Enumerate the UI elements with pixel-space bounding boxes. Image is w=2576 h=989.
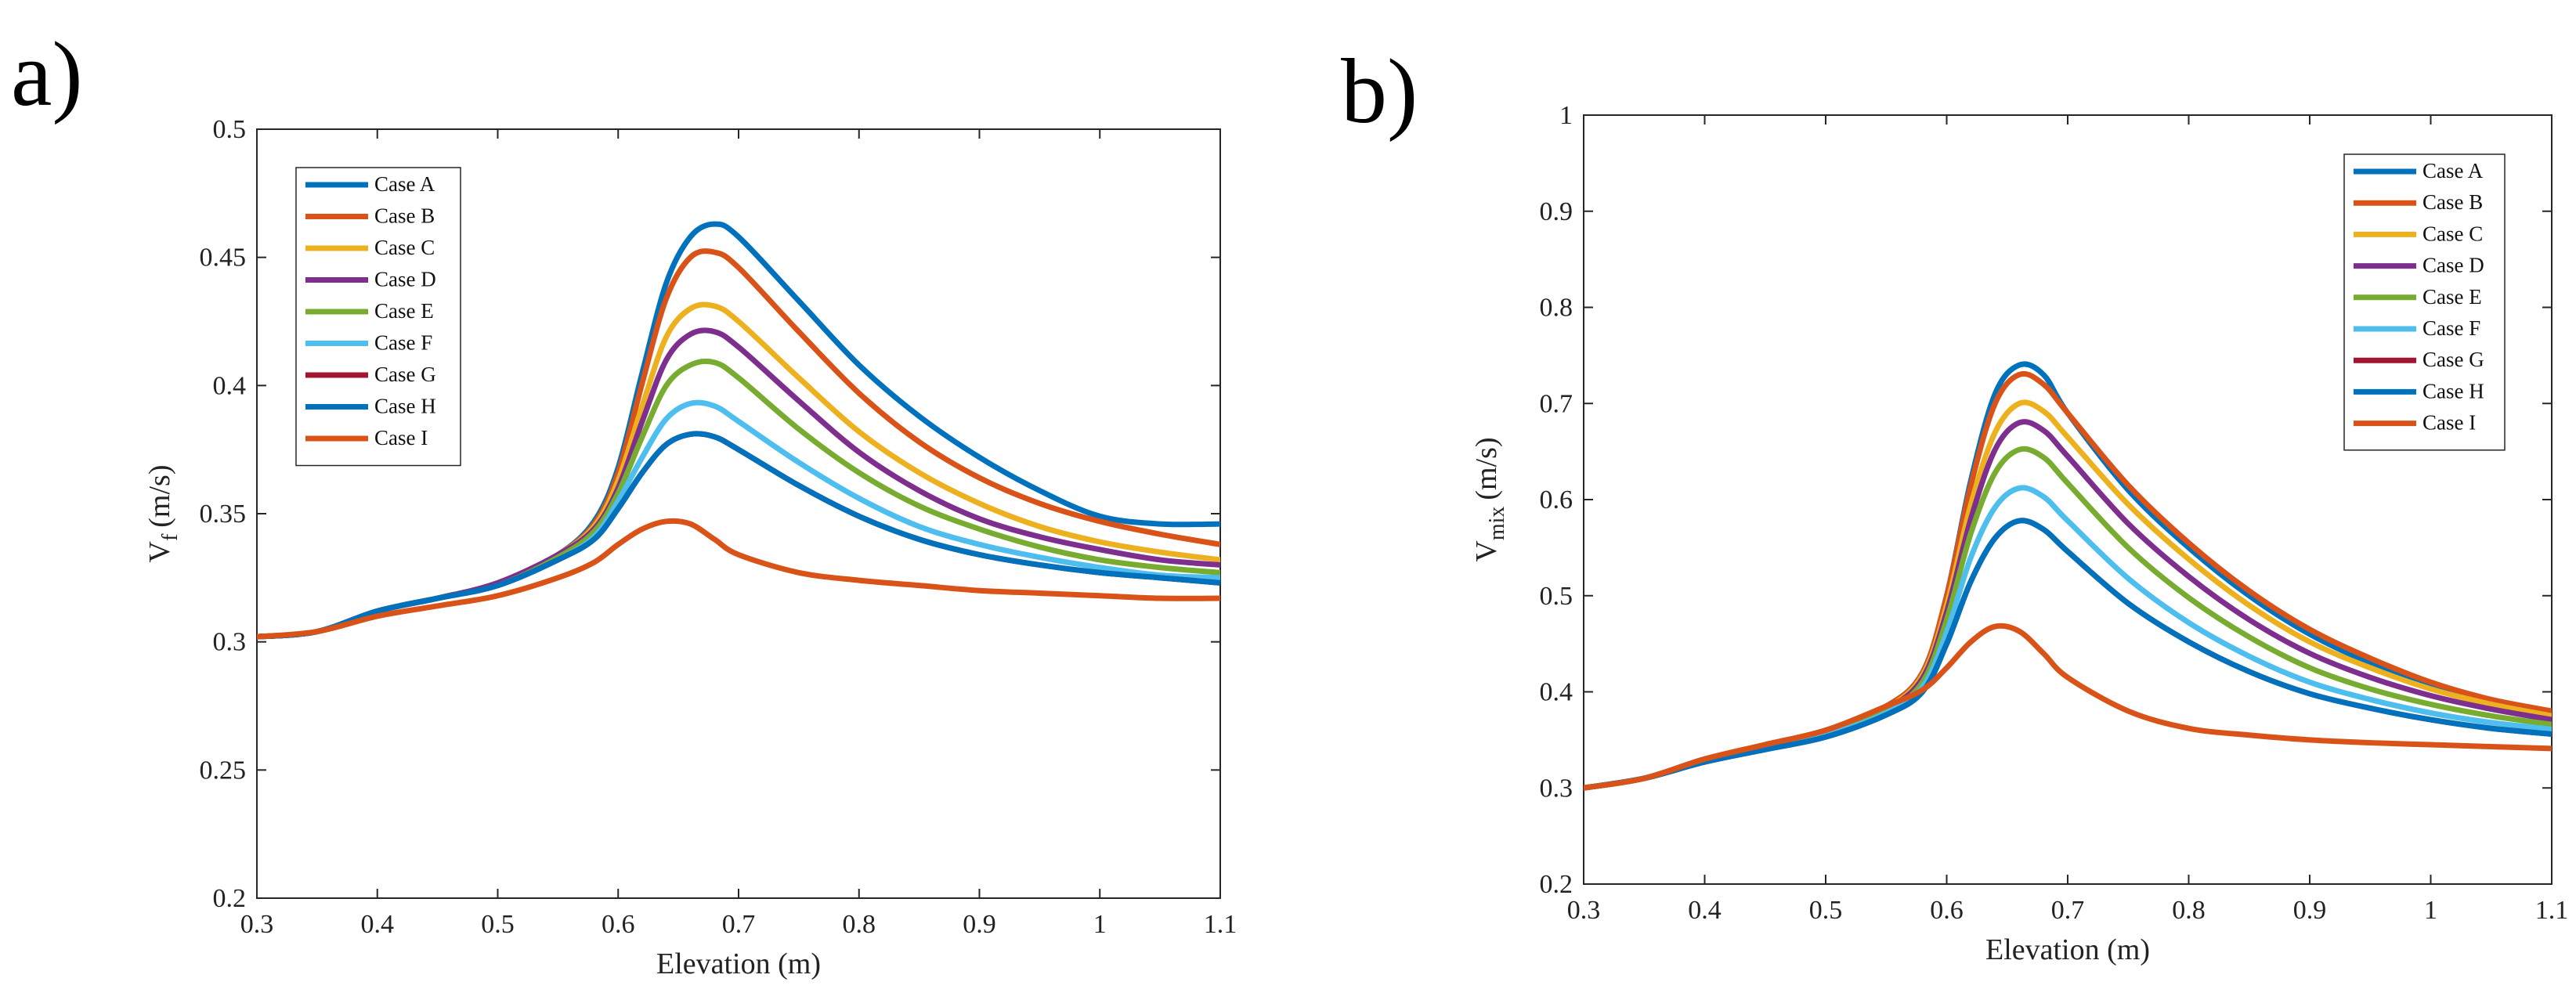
y-tick-label: 0.8 <box>1540 294 1573 323</box>
x-tick-label: 0.9 <box>2293 896 2327 925</box>
series-lines <box>257 221 1220 640</box>
y-tick-label: 0.5 <box>213 115 247 144</box>
x-tick-label: 0.6 <box>1930 896 1964 925</box>
legend-entry: Case A <box>374 172 435 196</box>
legend-entry: Case B <box>2422 190 2483 214</box>
series-line-case-h <box>1584 518 2552 791</box>
series-line-case-h <box>257 431 1220 640</box>
x-tick-label: 0.6 <box>602 910 635 939</box>
legend-entry: Case I <box>2422 411 2476 435</box>
y-axis-title: Vf (m/s) <box>143 465 182 563</box>
y-tick-label: 0.4 <box>1540 678 1573 707</box>
legend: Case A Case B Case C Case D Case E Case F Case… <box>2343 153 2506 451</box>
y-tick-label: 0.25 <box>200 756 247 785</box>
legend-entry: Case C <box>374 236 435 259</box>
x-tick-label: 0.8 <box>2172 896 2206 925</box>
y-tick-label: 0.45 <box>200 244 247 273</box>
y-axis-title-sub: mix <box>1485 507 1509 541</box>
x-tick-label: 0.7 <box>2051 896 2085 925</box>
chart-b: 0.3 0.4 0.5 0.6 0.7 0.8 0.9 1 1.10.20.30.40.50.6… <box>1470 101 2568 966</box>
legend-entry: Case B <box>374 204 435 228</box>
legend-entry: Case C <box>2422 222 2483 245</box>
legend-entry: Case A <box>2422 159 2484 182</box>
x-tick-label: 0.8 <box>843 910 876 939</box>
y-axis-title-sub: f <box>158 533 182 541</box>
y-tick-label: 0.4 <box>213 371 247 400</box>
x-tick-label: 0.3 <box>1567 896 1601 925</box>
legend-entry: Case G <box>2422 348 2484 371</box>
y-tick-label: 0.5 <box>1540 582 1573 611</box>
legend-entry: Case D <box>2422 254 2484 277</box>
legend-entry: Case H <box>2422 379 2484 402</box>
legend-entry: Case D <box>374 268 436 291</box>
x-tick-label: 1.1 <box>2535 896 2569 925</box>
x-tick-label: 1.1 <box>1204 910 1237 939</box>
legend-entry: Case E <box>2422 285 2482 309</box>
y-tick-label: 0.7 <box>1540 389 1573 418</box>
x-tick-label: 0.7 <box>722 910 756 939</box>
x-axis-title: Elevation (m) <box>1985 933 2150 966</box>
x-axis-title: Elevation (m) <box>656 947 821 980</box>
series-lines <box>1584 361 2552 791</box>
legend-entry: Case F <box>2422 316 2480 340</box>
x-tick-label: 0.3 <box>240 910 274 939</box>
y-axis-title-main: V <box>143 541 176 563</box>
legend-entry: Case I <box>374 426 428 449</box>
y-tick-label: 0.9 <box>1540 197 1573 226</box>
series-line-case-i <box>257 518 1220 640</box>
y-tick-label: 0.6 <box>1540 485 1573 514</box>
legend-entry: Case G <box>374 363 436 386</box>
y-axis-title-unit: (m/s) <box>1470 437 1503 500</box>
x-tick-label: 1 <box>2424 896 2437 925</box>
y-axis-title-main: V <box>1470 540 1503 562</box>
legend-entry: Case F <box>374 331 432 355</box>
x-tick-label: 0.9 <box>963 910 996 939</box>
y-axis-title: Vmix (m/s) <box>1470 437 1509 561</box>
panel-label-b: b) <box>1341 40 1418 143</box>
x-tick-label: 0.5 <box>481 910 515 939</box>
series-line-case-i <box>1584 623 2552 791</box>
y-tick-label: 0.3 <box>213 628 247 657</box>
y-tick-label: 0.35 <box>200 500 247 529</box>
panel-label-a: a) <box>11 23 83 125</box>
legend: Case A Case B Case C Case D Case E Case F Case… <box>295 167 461 467</box>
x-tick-label: 1 <box>1093 910 1107 939</box>
y-axis-title-unit: (m/s) <box>143 465 176 528</box>
y-tick-label: 0.3 <box>1540 774 1573 803</box>
y-tick-label: 0.2 <box>1540 870 1573 899</box>
x-tick-label: 0.5 <box>1809 896 1843 925</box>
x-tick-label: 0.4 <box>1688 896 1722 925</box>
chart-a: 0.3 0.4 0.5 0.6 0.7 0.8 0.9 1 1.1 0.2 0.25 0.3 0.35 0… <box>143 115 1237 980</box>
legend-entry: Case E <box>374 299 434 323</box>
y-tick-label: 1 <box>1559 101 1573 130</box>
x-tick-label: 0.4 <box>361 910 395 939</box>
y-tick-label: 0.2 <box>213 884 247 913</box>
legend-entry: Case H <box>374 395 436 418</box>
